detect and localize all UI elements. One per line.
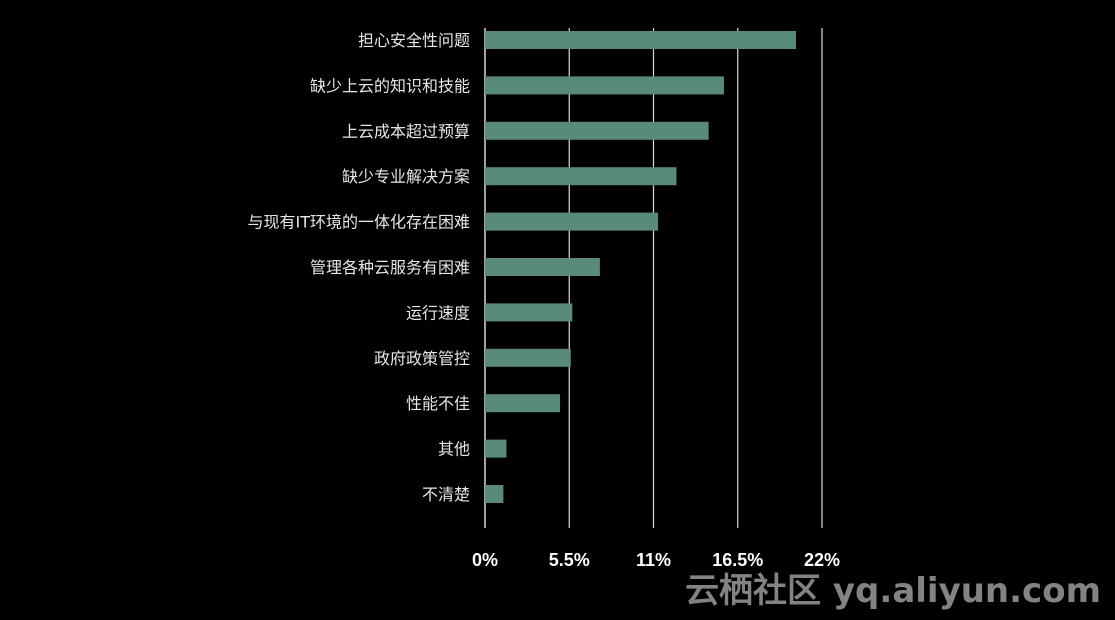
category-label: 与现有IT环境的一体化存在困难 — [248, 213, 471, 232]
x-tick-label: 22% — [804, 550, 840, 570]
category-label: 缺少上云的知识和技能 — [310, 76, 470, 95]
bar — [485, 485, 504, 503]
category-label: 运行速度 — [406, 303, 470, 322]
category-label: 管理各种云服务有困难 — [310, 258, 470, 277]
bars — [485, 31, 796, 503]
bar — [485, 212, 659, 231]
category-label: 担心安全性问题 — [358, 31, 470, 50]
x-tick-label: 5.5% — [549, 550, 590, 570]
x-tick-label: 0% — [472, 550, 498, 570]
category-label: 上云成本超过预算 — [342, 122, 470, 141]
category-labels: 担心安全性问题缺少上云的知识和技能上云成本超过预算缺少专业解决方案与现有IT环境… — [248, 31, 471, 504]
category-label: 政府政策管控 — [374, 349, 470, 368]
bar — [485, 394, 561, 413]
category-label: 缺少专业解决方案 — [342, 167, 470, 186]
category-label: 性能不佳 — [406, 394, 470, 413]
category-label: 不清楚 — [422, 485, 470, 504]
x-tick-label: 16.5% — [712, 550, 763, 570]
x-tick-label: 11% — [636, 550, 671, 570]
gridlines — [484, 28, 823, 528]
bar — [485, 76, 724, 95]
bar — [485, 258, 600, 276]
bar — [485, 121, 709, 140]
bar — [485, 439, 507, 458]
watermark: 云栖社区 yq.aliyun.com — [685, 571, 1101, 611]
bar — [485, 303, 573, 322]
bar — [485, 31, 796, 49]
bar — [485, 167, 677, 186]
x-axis-tick-labels: 0% 5.5% 11% 16.5% 22% — [472, 550, 840, 570]
bar — [485, 348, 571, 367]
category-label: 其他 — [438, 440, 470, 459]
